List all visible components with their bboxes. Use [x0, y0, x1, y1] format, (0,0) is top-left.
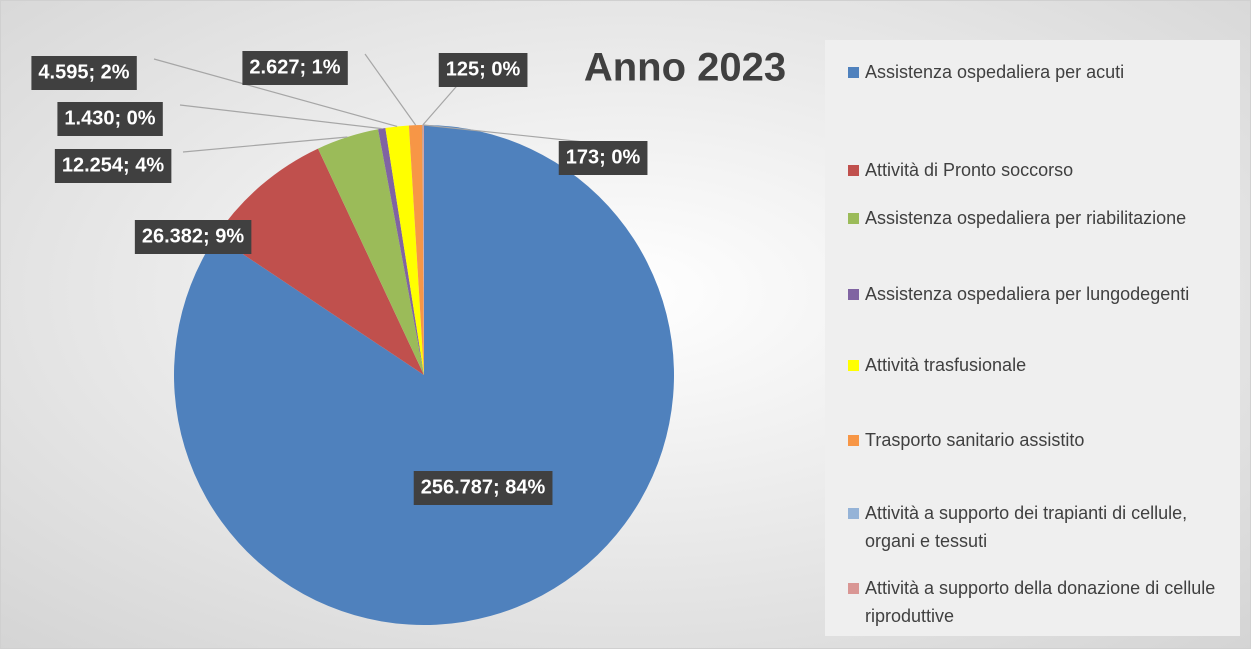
legend-box: [825, 40, 1240, 636]
leader-line: [179, 104, 382, 130]
data-label-text: 256.787; 84%: [421, 476, 546, 498]
data-label-box: [413, 471, 553, 505]
chart-title: Anno 2023: [584, 46, 786, 90]
data-label-box: [54, 149, 172, 183]
legend-swatch: [848, 213, 859, 224]
leader-line: [364, 53, 417, 126]
legend-swatch: [848, 165, 859, 176]
legend-label: Attività a supporto dei trapianti di cel…: [865, 503, 1188, 551]
pie-slice: [423, 125, 424, 375]
legend-label: Assistenza ospedaliera per lungodegenti: [865, 284, 1190, 304]
legend-label: Trasporto sanitario assistito: [865, 430, 1085, 450]
legend-label: Assistenza ospedaliera per acuti: [865, 62, 1125, 82]
legend-label: Assistenza ospedaliera per riabilitazion…: [865, 208, 1187, 228]
legend-swatch: [848, 289, 859, 300]
data-label-text: 12.254; 4%: [62, 154, 165, 176]
legend-item: Assistenza ospedaliera per lungodegenti: [848, 280, 1233, 308]
legend-label: Attività a supporto della donazione di c…: [865, 578, 1216, 626]
data-label: 256.787; 84%: [413, 471, 553, 505]
data-label-text: 4.595; 2%: [38, 61, 129, 83]
leader-line: [423, 124, 604, 145]
data-label-box: [134, 220, 252, 254]
data-label: 26.382; 9%: [134, 220, 252, 254]
legend-item: Trasporto sanitario assistito: [848, 426, 1233, 454]
pie-slice: [318, 129, 424, 375]
data-label-text: 1.430; 0%: [64, 107, 155, 129]
pie-slice: [378, 128, 424, 375]
data-label-box: [438, 53, 528, 87]
data-label: 125; 0%: [438, 53, 528, 87]
data-label-text: 125; 0%: [446, 58, 521, 80]
data-label-text: 26.382; 9%: [142, 225, 245, 247]
legend-item: Attività a supporto dei trapianti di cel…: [848, 499, 1233, 555]
legend-swatch: [848, 435, 859, 446]
legend-swatch: [848, 508, 859, 519]
legend-label: Attività trasfusionale: [865, 355, 1027, 375]
legend-item: Assistenza ospedaliera per riabilitazion…: [848, 204, 1233, 232]
data-label-text: 2.627; 1%: [249, 56, 340, 78]
data-label-text: 173; 0%: [566, 146, 641, 168]
data-label-box: [558, 141, 648, 175]
pie-slice: [385, 125, 424, 375]
legend-swatch: [848, 67, 859, 78]
leader-line: [153, 58, 398, 128]
pie-slice: [216, 148, 424, 375]
data-label-box: [31, 56, 137, 90]
leader-line: [182, 136, 348, 153]
legend-item: Assistenza ospedaliera per acuti: [848, 58, 1233, 86]
data-label: 1.430; 0%: [57, 102, 163, 136]
pie-slice: [408, 125, 424, 375]
data-label: 4.595; 2%: [31, 56, 137, 90]
legend-item: Attività a supporto della donazione di c…: [848, 574, 1233, 630]
data-label: 2.627; 1%: [242, 51, 348, 85]
data-label: 12.254; 4%: [54, 149, 172, 183]
pie-slice: [422, 125, 424, 376]
data-label: 173; 0%: [558, 141, 648, 175]
legend-label: Attività di Pronto soccorso: [865, 160, 1074, 180]
data-label-box: [57, 102, 163, 136]
data-label-box: [242, 51, 348, 85]
legend-swatch: [848, 583, 859, 594]
legend-swatch: [848, 360, 859, 371]
legend-item: Attività di Pronto soccorso: [848, 156, 1233, 184]
legend-item: Attività trasfusionale: [848, 351, 1233, 379]
